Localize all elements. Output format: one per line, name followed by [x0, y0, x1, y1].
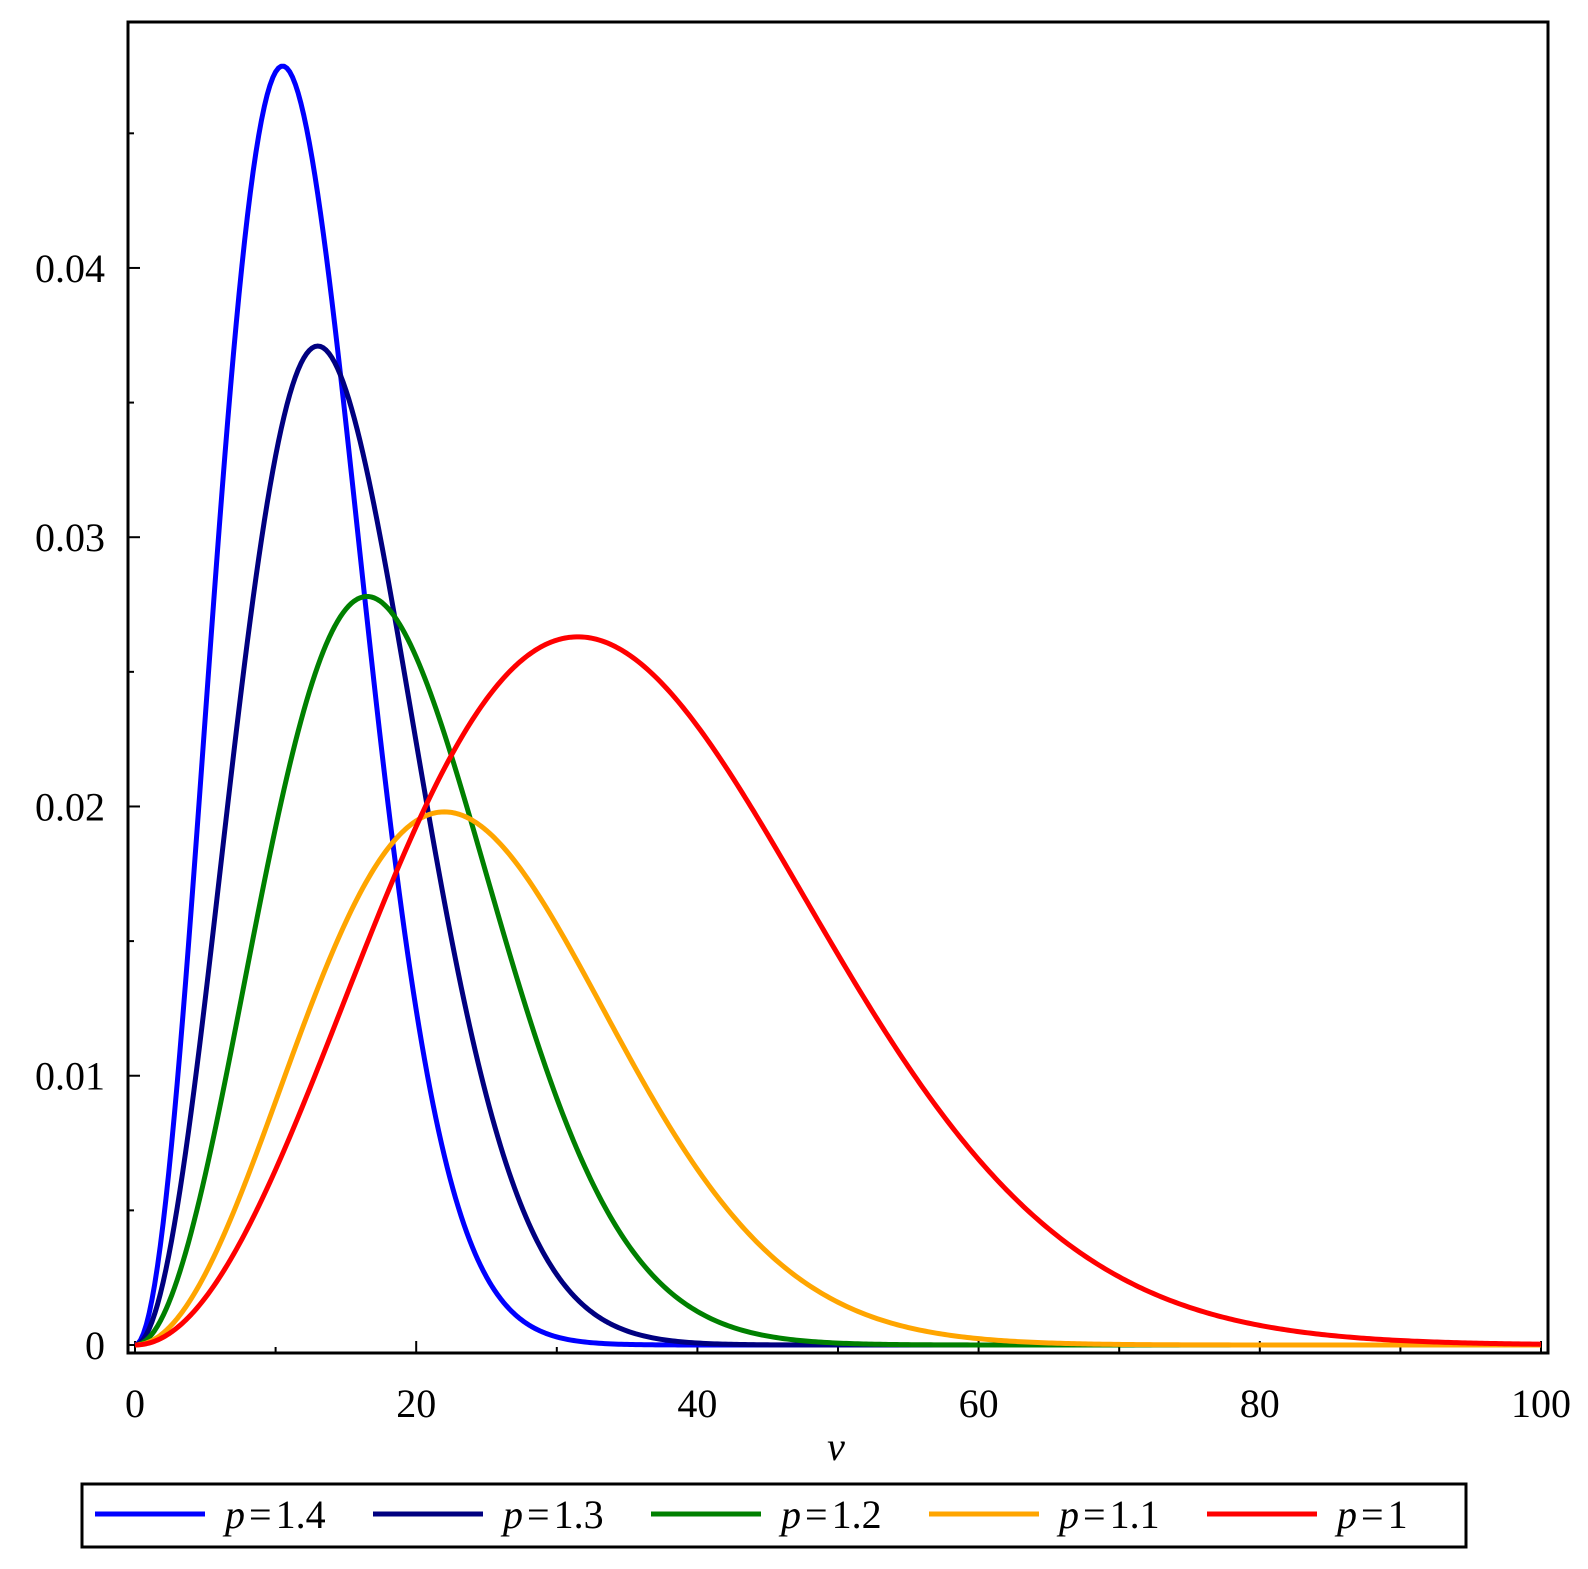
series-line-4 — [134, 634, 1542, 1348]
legend-equals: = — [249, 1492, 272, 1537]
legend: p = 1.4 p = 1.3 p = 1.2 p = 1.1 p = 1 — [95, 1492, 1408, 1537]
legend-equals: = — [805, 1492, 828, 1537]
y-tick-label: 0.04 — [35, 246, 105, 291]
legend-value: 1 — [1388, 1492, 1408, 1537]
x-tick-label: 20 — [396, 1381, 436, 1426]
legend-variable: p — [1056, 1492, 1079, 1537]
legend-variable: p — [500, 1492, 523, 1537]
x-tick-label: 0 — [125, 1381, 145, 1426]
plot-frame — [126, 20, 1550, 1355]
series-line-1 — [134, 343, 1541, 1348]
legend-equals: = — [1361, 1492, 1384, 1537]
legend-entry: p = 1.4 — [222, 1492, 326, 1537]
x-tick-label: 80 — [1240, 1381, 1280, 1426]
legend-value: 1.4 — [276, 1492, 326, 1537]
x-tick-label: 100 — [1511, 1381, 1571, 1426]
y-axis: 0 0.01 0.02 0.03 0.04 — [35, 132, 140, 1368]
y-tick-label: 0.02 — [35, 784, 105, 829]
legend-variable: p — [778, 1492, 801, 1537]
legend-entry: p = 1.3 — [500, 1492, 604, 1537]
series-line-2 — [134, 594, 1541, 1348]
x-axis-label: v — [827, 1424, 845, 1469]
legend-entry: p = 1.2 — [778, 1492, 882, 1537]
y-tick-label: 0.01 — [35, 1054, 105, 1099]
x-tick-label: 40 — [677, 1381, 717, 1426]
legend-equals: = — [527, 1492, 550, 1537]
series-line-3 — [134, 809, 1541, 1348]
x-tick-label: 60 — [959, 1381, 999, 1426]
legend-value: 1.3 — [554, 1492, 604, 1537]
plot-series — [133, 63, 1542, 1348]
legend-equals: = — [1083, 1492, 1106, 1537]
legend-entry: p = 1 — [1334, 1492, 1408, 1537]
legend-box — [80, 1482, 1468, 1549]
legend-variable: p — [1334, 1492, 1357, 1537]
y-tick-label: 0.03 — [35, 515, 105, 560]
legend-entry: p = 1.1 — [1056, 1492, 1160, 1537]
legend-value: 1.2 — [832, 1492, 882, 1537]
series-line-0 — [133, 63, 1541, 1348]
x-axis: 0 20 40 60 80 100 — [125, 1341, 1571, 1426]
legend-value: 1.1 — [1110, 1492, 1160, 1537]
legend-variable: p — [222, 1492, 245, 1537]
y-tick-label: 0 — [85, 1323, 105, 1368]
